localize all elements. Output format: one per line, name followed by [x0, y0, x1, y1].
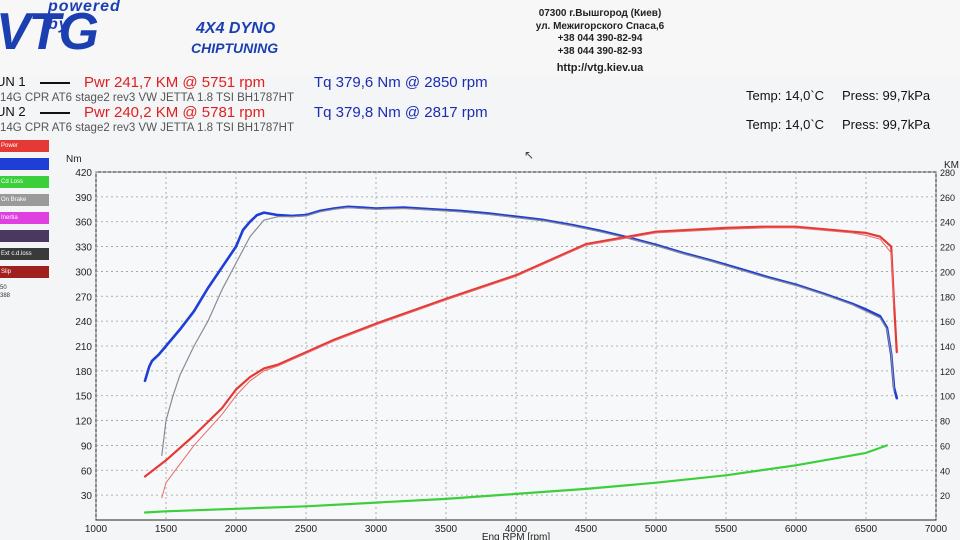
y-right-tick-label: 80 [940, 417, 950, 427]
y-left-tick-label: 270 [75, 292, 92, 303]
phone-line: +38 044 390-82-94 [557, 33, 643, 44]
x-tick-label: 1500 [155, 524, 178, 535]
x-tick-label: 5500 [715, 524, 738, 535]
x-tick-label: 5000 [645, 524, 668, 535]
website-url: http://vtg.kiev.ua [556, 62, 644, 74]
y-left-tick-label: 180 [75, 367, 92, 378]
logo-main: VTG [0, 3, 99, 61]
run-2-press: Press: 99,7kPa [842, 117, 931, 132]
legend-swatch[interactable]: Slip [0, 266, 49, 278]
y-left-tick-label: 300 [75, 267, 92, 278]
run-2-torque: Tq 379,8 Nm @ 2817 rpm [314, 104, 488, 121]
y-right-tick-label: 180 [940, 292, 955, 302]
run-2-label: UN 2 [0, 104, 26, 119]
y-left-tick-label: 330 [75, 243, 92, 254]
series-line [161, 207, 895, 456]
address-block: 07300 г.Вышгород (Киев) ул. Межигорского… [520, 8, 680, 75]
x-tick-label: 6500 [855, 524, 878, 535]
y-right-tick-label: 140 [940, 342, 955, 352]
legend-extra-value: 50 [0, 285, 7, 291]
series-line [161, 227, 895, 499]
run-1-press: Press: 99,7kPa [842, 88, 931, 103]
x-axis-label: Eng RPM [rpm] [482, 532, 551, 540]
y-right-tick-label: 220 [940, 243, 955, 253]
run-2-row: UN 2 Pwr 240,2 KM @ 5781 rpm Tq 379,8 Nm… [0, 104, 960, 124]
run-1-line-sample [40, 82, 70, 84]
y-right-tick-label: 280 [940, 168, 955, 178]
tagline-chiptuning: CHIPTUNING [191, 40, 279, 56]
run-1-description: 14G CPR AT6 stage2 rev3 VW JETTA 1.8 TSI… [0, 92, 295, 104]
run-1-label: UN 1 [0, 74, 26, 89]
run-1-power: Pwr 241,7 KM @ 5751 rpm [84, 74, 266, 91]
legend-swatch[interactable]: On Brake [0, 194, 49, 206]
y-right-axis-label: KM [944, 160, 959, 171]
report-header: powered by VTG 4X4 DYNO CHIPTUNING 07300… [0, 0, 960, 75]
y-left-tick-label: 60 [81, 466, 93, 477]
x-tick-label: 4500 [575, 524, 598, 535]
run-1-row: UN 1 Pwr 241,7 KM @ 5751 rpm Tq 379,6 Nm… [0, 74, 960, 94]
series-line [143, 205, 899, 400]
x-tick-label: 3500 [435, 524, 458, 535]
x-tick-label: 2500 [295, 524, 318, 535]
y-left-tick-label: 360 [75, 218, 92, 229]
y-left-tick-label: 150 [75, 392, 92, 403]
y-right-tick-label: 100 [940, 392, 955, 402]
address-line: ул. Межигорского Спаса,6 [535, 20, 665, 32]
series-line [143, 444, 889, 514]
y-left-tick-label: 210 [75, 342, 92, 353]
y-right-tick-label: 240 [940, 218, 955, 228]
address-line: 07300 г.Вышгород (Киев) [538, 8, 662, 19]
tagline-dyno: 4X4 DYNO [196, 20, 276, 37]
y-left-tick-label: 390 [75, 193, 92, 204]
series-line [143, 225, 898, 478]
mouse-cursor-icon: ↖ [524, 148, 535, 162]
legend-swatch[interactable]: Inertia [0, 212, 49, 224]
run-2-description: 14G CPR AT6 stage2 rev3 VW JETTA 1.8 TSI… [0, 122, 295, 134]
legend-extra-value: 388 [0, 293, 11, 299]
legend-swatch[interactable]: Ext c.d.loss [0, 248, 49, 260]
logo-powered-by: powered by [48, 0, 121, 33]
y-right-tick-label: 40 [940, 466, 950, 476]
x-tick-label: 2000 [225, 524, 248, 535]
vtg-logo: powered by VTG [0, 0, 120, 62]
run-2-power: Pwr 240,2 KM @ 5781 rpm [84, 104, 266, 121]
channel-legend: Power Cd Loss On Brake Inertia Ext c.d.loss S… [0, 140, 50, 300]
y-right-tick-label: 200 [940, 267, 955, 277]
legend-swatch[interactable] [0, 230, 49, 242]
y-left-tick-label: 30 [81, 491, 93, 502]
y-left-axis-label: Nm [66, 154, 82, 165]
x-tick-label: 4000 [505, 524, 528, 535]
x-tick-label: 3000 [365, 524, 388, 535]
y-left-tick-label: 420 [75, 168, 92, 179]
run-1-temp: Temp: 14,0`C [746, 88, 825, 103]
y-left-tick-label: 240 [75, 317, 92, 328]
y-right-tick-label: 160 [940, 317, 955, 327]
legend-swatch[interactable]: Power [0, 140, 49, 152]
run-1-torque: Tq 379,6 Nm @ 2850 rpm [314, 74, 488, 91]
x-tick-label: 6000 [785, 524, 808, 535]
y-right-tick-label: 20 [940, 491, 950, 501]
run-2-line-sample [40, 112, 70, 114]
y-left-tick-label: 120 [75, 417, 92, 428]
x-tick-label: 7000 [925, 524, 948, 535]
x-tick-label: 1000 [85, 524, 108, 535]
y-right-tick-label: 120 [940, 367, 955, 377]
phone-line: +38 044 390-82-93 [557, 45, 643, 57]
run-2-temp: Temp: 14,0`C [746, 117, 825, 132]
y-left-tick-label: 90 [81, 441, 93, 452]
y-right-tick-label: 60 [940, 441, 950, 451]
legend-swatch[interactable] [0, 158, 49, 170]
y-right-tick-label: 260 [940, 193, 955, 203]
legend-swatch[interactable]: Cd Loss [0, 176, 49, 188]
